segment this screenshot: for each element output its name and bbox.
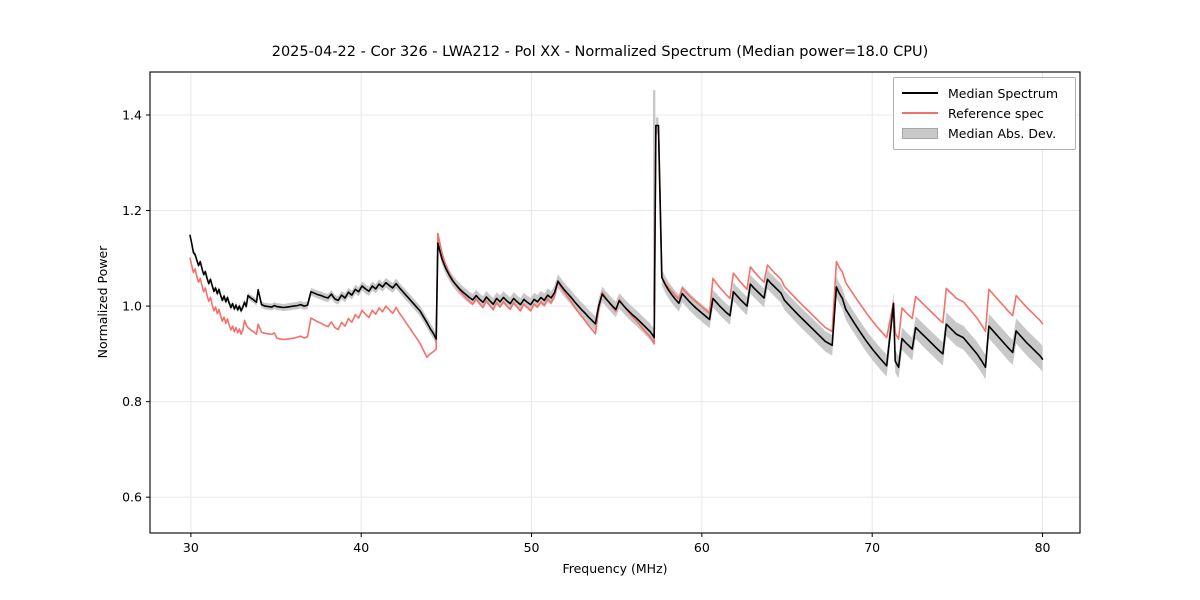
legend-item-median-abs-dev: Median Abs. Dev. xyxy=(901,123,1068,143)
legend-line-swatch-median-spectrum xyxy=(901,86,939,100)
legend-item-reference-spec: Reference spec xyxy=(901,103,1068,123)
y-axis-ticks: 0.6 0.8 1.0 1.2 1.4 xyxy=(122,107,150,505)
legend-label-median-spectrum: Median Spectrum xyxy=(948,85,1059,101)
legend-patch-swatch-median-abs-dev xyxy=(901,126,939,140)
svg-text:40: 40 xyxy=(353,540,369,555)
page-title: 2025-04-22 - Cor 326 - LWA212 - Pol XX -… xyxy=(271,44,929,60)
legend-line-swatch-reference-spec xyxy=(901,106,939,120)
legend: Median Spectrum Reference spec Median Ab… xyxy=(893,77,1076,150)
svg-text:80: 80 xyxy=(1035,540,1051,555)
svg-text:30: 30 xyxy=(183,540,199,555)
plot-frame xyxy=(149,71,1081,534)
legend-item-median-spectrum: Median Spectrum xyxy=(901,83,1068,103)
svg-text:50: 50 xyxy=(524,540,540,555)
data-series xyxy=(189,124,1044,369)
svg-text:1.0: 1.0 xyxy=(122,299,142,314)
x-axis-ticks: 30 40 50 60 70 80 xyxy=(183,533,1051,555)
svg-text:0.8: 0.8 xyxy=(122,394,142,409)
svg-text:0.6: 0.6 xyxy=(122,490,142,505)
legend-label-median-abs-dev: Median Abs. Dev. xyxy=(948,125,1057,141)
svg-text:60: 60 xyxy=(694,540,710,555)
x-axis-label: Frequency (MHz) xyxy=(562,561,667,576)
y-axis-label: Normalized Power xyxy=(95,245,110,359)
svg-text:1.2: 1.2 xyxy=(122,203,142,218)
svg-text:1.4: 1.4 xyxy=(122,107,142,122)
svg-text:70: 70 xyxy=(864,540,880,555)
legend-label-reference-spec: Reference spec xyxy=(948,105,1044,121)
